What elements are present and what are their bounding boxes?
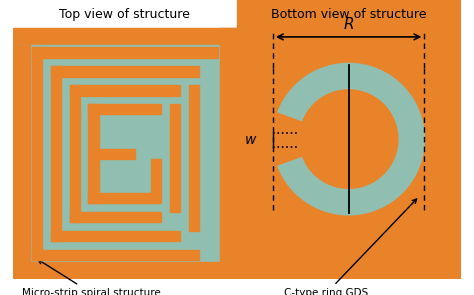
Text: Micro-strip spiral structure: Micro-strip spiral structure [22,260,161,295]
Bar [89,193,161,204]
Bar [70,212,161,222]
Bar [70,85,80,222]
Bar [151,159,161,193]
Bar [220,28,237,279]
Bar [89,104,99,204]
Bar [89,104,161,114]
Wedge shape [271,113,349,165]
Bar [13,28,237,279]
Bar [51,66,61,241]
Bar [237,0,461,279]
Text: w: w [245,133,256,147]
Text: C-type ring GDS: C-type ring GDS [284,199,417,295]
Text: R: R [343,17,354,32]
Text: r: r [360,122,367,140]
Bar [170,104,180,212]
Bar [99,149,135,159]
Bar [32,250,199,260]
Bar [51,231,180,241]
Text: Bottom view of structure: Bottom view of structure [272,8,427,21]
Text: Top view of structure: Top view of structure [59,8,190,21]
Bar [189,85,199,231]
Bar [51,66,199,77]
Bar [13,45,229,279]
Bar [32,47,218,58]
Circle shape [300,90,398,188]
Bar [32,47,42,260]
Circle shape [273,63,424,215]
Bar [13,262,229,279]
Bar [70,85,180,96]
Bar [13,45,30,279]
